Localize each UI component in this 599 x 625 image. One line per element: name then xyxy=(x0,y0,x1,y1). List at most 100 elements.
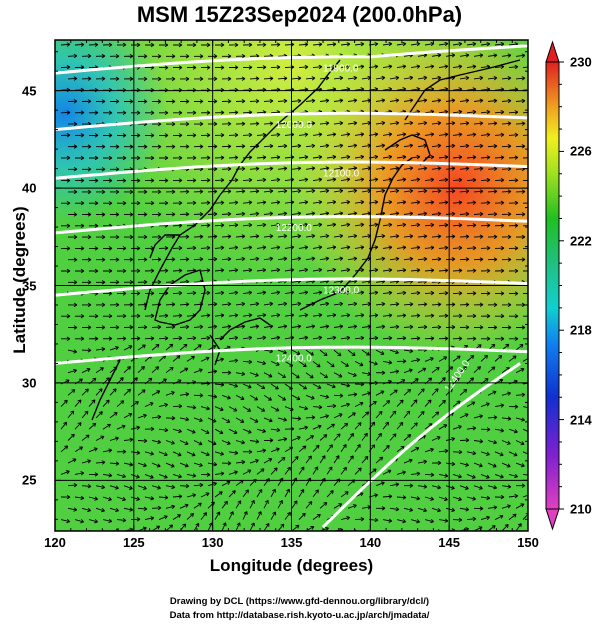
wind-arrow xyxy=(249,189,260,194)
wind-arrow xyxy=(158,178,169,183)
wind-arrow xyxy=(228,406,238,412)
wind-arrow xyxy=(74,446,84,453)
wind-arrow xyxy=(256,65,267,70)
wind-arrow xyxy=(326,403,337,409)
wind-arrow xyxy=(256,42,267,47)
wind-arrow xyxy=(319,301,330,307)
wind-arrow xyxy=(123,234,134,240)
wind-arrow xyxy=(102,268,113,274)
wind-arrow xyxy=(347,233,358,239)
wind-arrow xyxy=(270,290,281,295)
wind-arrow xyxy=(193,393,204,398)
wind-arrow xyxy=(487,366,496,374)
wind-arrow xyxy=(403,507,414,512)
wind-arrow xyxy=(179,234,190,239)
wind-arrow xyxy=(151,212,162,217)
wind-arrow xyxy=(508,110,519,115)
wind-arrow xyxy=(298,290,309,295)
wind-arrow xyxy=(494,177,505,183)
wind-arrow xyxy=(452,64,463,69)
wind-arrow xyxy=(431,234,442,239)
wind-arrow xyxy=(326,267,337,273)
wind-arrow xyxy=(501,462,511,468)
wind-arrow xyxy=(487,75,498,81)
wind-arrow xyxy=(438,448,449,454)
wind-arrow xyxy=(312,42,323,47)
wind-arrow xyxy=(305,233,316,239)
wind-arrow xyxy=(277,437,288,442)
wind-arrow xyxy=(452,155,463,160)
wind-arrow xyxy=(431,75,442,81)
wind-arrow xyxy=(347,301,358,307)
wind-arrow xyxy=(326,490,334,498)
wind-arrow xyxy=(221,54,232,59)
wind-arrow xyxy=(333,349,342,357)
wind-arrow xyxy=(326,200,337,205)
wind-arrow xyxy=(165,504,176,509)
wind-arrow xyxy=(347,372,357,377)
wind-arrow xyxy=(515,212,526,217)
wind-arrow xyxy=(466,291,477,296)
wind-arrow xyxy=(501,76,512,81)
wind-arrow xyxy=(375,301,386,307)
wind-arrow xyxy=(249,499,255,509)
wind-arrow xyxy=(214,178,225,183)
wind-arrow xyxy=(403,368,413,374)
wind-arrow xyxy=(494,494,505,500)
wind-arrow xyxy=(242,406,252,412)
wind-arrow xyxy=(480,223,491,228)
y-tick-label: 40 xyxy=(22,180,37,196)
wind-arrow xyxy=(494,223,505,228)
wind-arrow xyxy=(235,440,245,445)
wind-arrow xyxy=(256,155,267,160)
wind-arrow xyxy=(501,121,512,126)
wind-arrow xyxy=(361,349,370,356)
wind-arrow xyxy=(193,54,204,59)
wind-arrow xyxy=(144,133,155,138)
wind-arrow xyxy=(109,76,120,81)
wind-arrow xyxy=(473,75,484,81)
wind-arrow xyxy=(88,201,99,206)
wind-arrow xyxy=(354,64,365,69)
x-tick-label: 120 xyxy=(44,535,66,550)
wind-arrow xyxy=(158,245,169,251)
wind-arrow xyxy=(382,245,393,250)
wind-arrow xyxy=(186,513,195,520)
wind-arrow xyxy=(109,302,120,307)
wind-arrow xyxy=(235,459,246,465)
wind-arrow xyxy=(158,133,169,138)
wind-arrow xyxy=(480,336,491,341)
wind-arrow xyxy=(263,256,274,261)
wind-arrow xyxy=(480,402,490,408)
wind-arrow xyxy=(291,301,302,307)
wind-arrow xyxy=(354,422,362,430)
wind-arrow xyxy=(214,200,225,205)
wind-arrow xyxy=(263,522,270,531)
wind-arrow xyxy=(375,370,386,375)
x-tick-label: 125 xyxy=(122,535,145,550)
wind-arrow xyxy=(242,290,253,295)
wind-arrow xyxy=(291,98,302,104)
wind-arrow xyxy=(410,471,421,476)
wind-arrow xyxy=(347,324,358,329)
wind-arrow xyxy=(459,507,470,512)
contour-label: 12000.0 xyxy=(276,120,313,131)
wind-arrow xyxy=(221,500,228,509)
wind-arrow xyxy=(431,411,440,419)
wind-arrow xyxy=(480,313,491,319)
wind-arrow xyxy=(487,53,498,58)
wind-arrow xyxy=(291,143,302,149)
wind-arrow xyxy=(67,76,78,81)
wind-arrow xyxy=(494,313,505,319)
wind-arrow xyxy=(172,200,183,206)
wind-arrow xyxy=(242,155,253,160)
wind-arrow xyxy=(137,76,148,82)
wind-arrow xyxy=(487,505,498,510)
wind-arrow xyxy=(60,200,71,206)
wind-arrow xyxy=(81,325,92,330)
wind-arrow xyxy=(158,200,169,206)
wind-arrow xyxy=(270,42,281,47)
x-tick-label: 140 xyxy=(359,535,382,550)
wind-arrow xyxy=(81,144,92,149)
wind-arrow xyxy=(382,41,393,47)
